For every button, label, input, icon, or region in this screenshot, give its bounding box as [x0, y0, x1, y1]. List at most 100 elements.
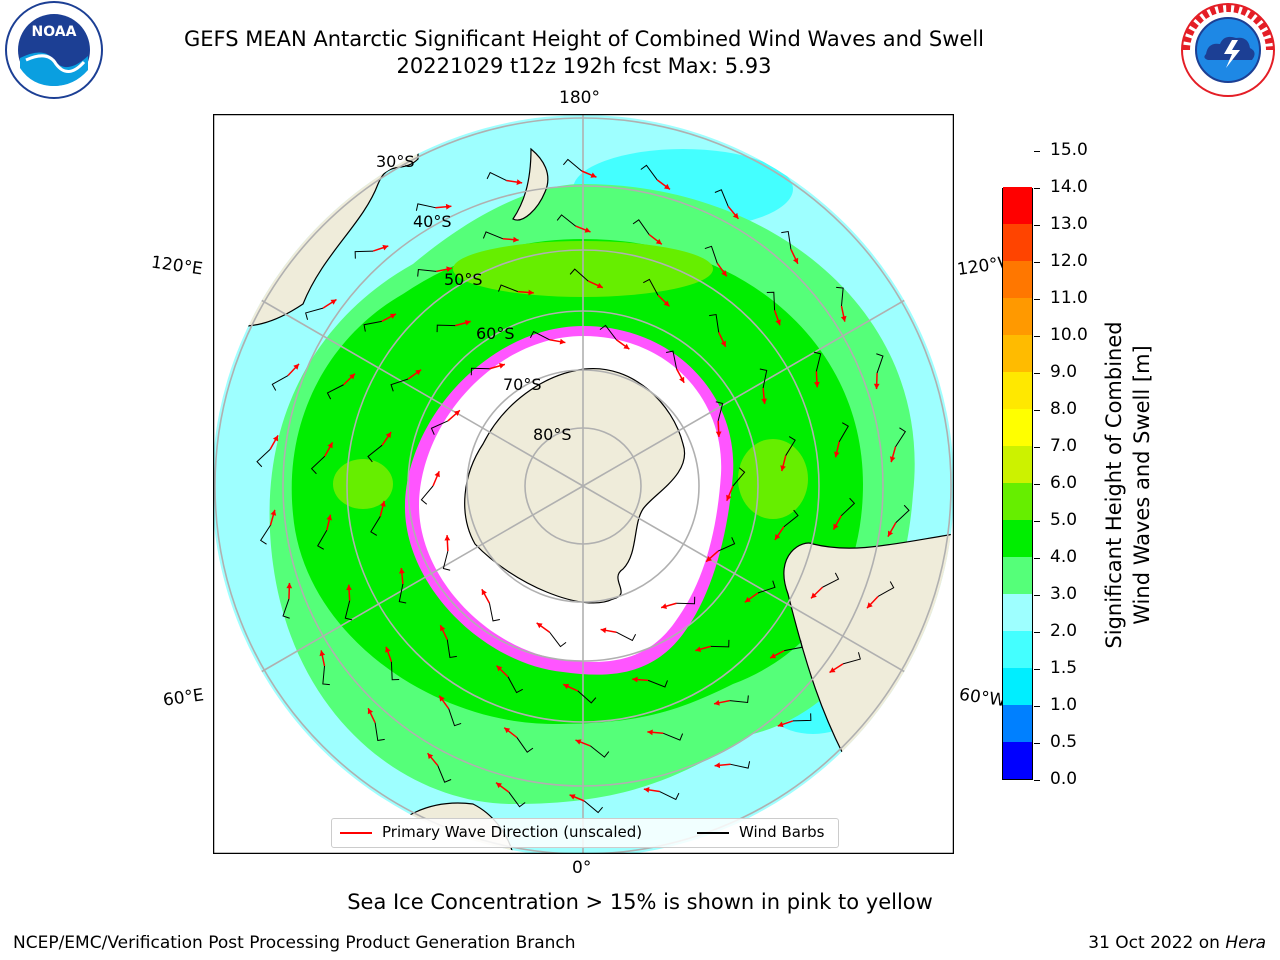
colorbar-segment: [1003, 445, 1032, 483]
wave-arrow: [780, 436, 796, 472]
wave-arrow: [390, 369, 422, 392]
colorbar-tick: [1034, 262, 1040, 263]
wave-arrow: [503, 727, 534, 753]
colorbar-tick-label: 9.0: [1050, 362, 1078, 382]
wave-arrow: [398, 567, 407, 604]
wave-arrow: [833, 422, 849, 458]
wave-arrow: [439, 624, 457, 659]
colorbar-segment: [1003, 667, 1032, 705]
wave-arrow: [415, 203, 452, 211]
wave-arrow: [259, 509, 277, 545]
wave-arrow: [714, 189, 740, 220]
wave-arrow: [438, 695, 462, 727]
wave-arrow: [282, 582, 293, 619]
wave-arrow: [317, 514, 333, 550]
colorbar-segment: [1003, 704, 1032, 742]
colorbar-tick: [1034, 299, 1040, 300]
colorbar-title: Significant Height of Combined Wind Wave…: [1100, 321, 1156, 648]
colorbar-segment: [1003, 593, 1032, 631]
wave-arrow: [813, 351, 822, 388]
wave-direction-swatch: [340, 832, 372, 834]
wave-arrow: [640, 164, 671, 190]
footer-date: 31 Oct 2022 on Hera: [1088, 933, 1266, 953]
wave-arrow: [832, 497, 856, 530]
wave-arrow: [305, 298, 337, 320]
colorbar-tick: [1034, 188, 1040, 189]
colorbar-tick-label: 3.0: [1050, 584, 1078, 604]
wave-direction-arrows: [256, 158, 910, 814]
wave-arrow: [354, 244, 389, 259]
colorbar-tick: [1034, 706, 1040, 707]
lat-label-50s: 50°S: [444, 270, 483, 289]
lon-label-120e: 120°E: [149, 252, 204, 280]
colorbar-tick: [1034, 151, 1040, 152]
colorbar-tick: [1034, 743, 1040, 744]
wave-arrow: [496, 665, 523, 694]
sea-ice-note: Sea Ice Concentration > 15% is shown in …: [347, 890, 933, 914]
lon-label-60e: 60°E: [161, 685, 206, 711]
map-legend: Primary Wave Direction (unscaled) Wind B…: [331, 818, 839, 848]
colorbar-tick: [1034, 410, 1040, 411]
wave-arrow: [370, 500, 386, 536]
colorbar-tick: [1034, 484, 1040, 485]
wave-arrow: [887, 504, 910, 537]
footer-machine: Hera: [1225, 933, 1266, 953]
wave-arrow: [562, 683, 597, 704]
wave-arrow: [866, 581, 895, 609]
wave-arrow: [563, 158, 597, 178]
lon-label-180: 180°: [559, 88, 600, 108]
chart-title: GEFS MEAN Antarctic Significant Height o…: [183, 27, 985, 51]
wave-arrow: [713, 695, 749, 706]
colorbar-tick: [1034, 632, 1040, 633]
wave-arrow: [344, 584, 353, 621]
wave-arrow: [643, 278, 670, 307]
wave-arrow: [385, 646, 400, 681]
wave-arrow: [426, 752, 452, 783]
colorbar-title-line1: Significant Height of Combined: [1102, 321, 1126, 649]
wave-arrow: [442, 535, 451, 571]
lat-label-70s: 70°S: [503, 375, 542, 394]
colorbar-tick-label: 7.0: [1050, 436, 1078, 456]
wave-arrow: [666, 350, 685, 384]
colorbar-tick: [1034, 558, 1040, 559]
colorbar-segment: [1003, 371, 1032, 409]
wave-arrow: [575, 739, 610, 758]
colorbar-segment: [1003, 223, 1032, 261]
colorbar-tick: [1034, 669, 1040, 670]
colorbar-tick: [1034, 373, 1040, 374]
wave-arrow: [417, 266, 453, 277]
wave-arrow: [529, 330, 566, 345]
colorbar-tick-label: 15.0: [1050, 140, 1088, 160]
wave-arrow: [481, 588, 500, 622]
colorbar-segment: [1003, 741, 1032, 779]
colorbar-segment: [1003, 186, 1032, 224]
wave-arrow: [632, 219, 663, 245]
colorbar-tick-label: 6.0: [1050, 473, 1078, 493]
lat-label-30s: 30°S: [376, 152, 415, 171]
wave-arrow: [599, 324, 630, 350]
wave-patch-5-6m-2: [738, 439, 808, 519]
wave-arrow: [769, 640, 803, 659]
wave-arrow: [256, 435, 279, 468]
wave-arrow: [495, 782, 526, 808]
wave-arrow: [367, 707, 385, 742]
wave-arrow: [556, 214, 591, 233]
wave-arrow: [326, 373, 356, 400]
footer-date-text: 31 Oct 2022 on: [1088, 933, 1220, 953]
graticule: [214, 115, 952, 854]
wave-arrow: [781, 230, 799, 265]
wave-arrow: [430, 409, 461, 435]
wave-arrow: [695, 639, 730, 653]
lat-label-40s: 40°S: [413, 212, 452, 231]
wave-arrow: [367, 431, 392, 463]
colorbar: [1002, 186, 1033, 780]
colorbar-tick-label: 10.0: [1050, 325, 1088, 345]
wave-arrow: [774, 509, 799, 541]
colorbar-segment: [1003, 408, 1032, 446]
wave-arrow: [569, 794, 603, 814]
wave-arrow: [436, 319, 471, 333]
colorbar-tick: [1034, 225, 1040, 226]
wave-arrow: [363, 313, 397, 332]
colorbar-tick-label: 11.0: [1050, 288, 1088, 308]
wave-arrow: [873, 353, 884, 390]
